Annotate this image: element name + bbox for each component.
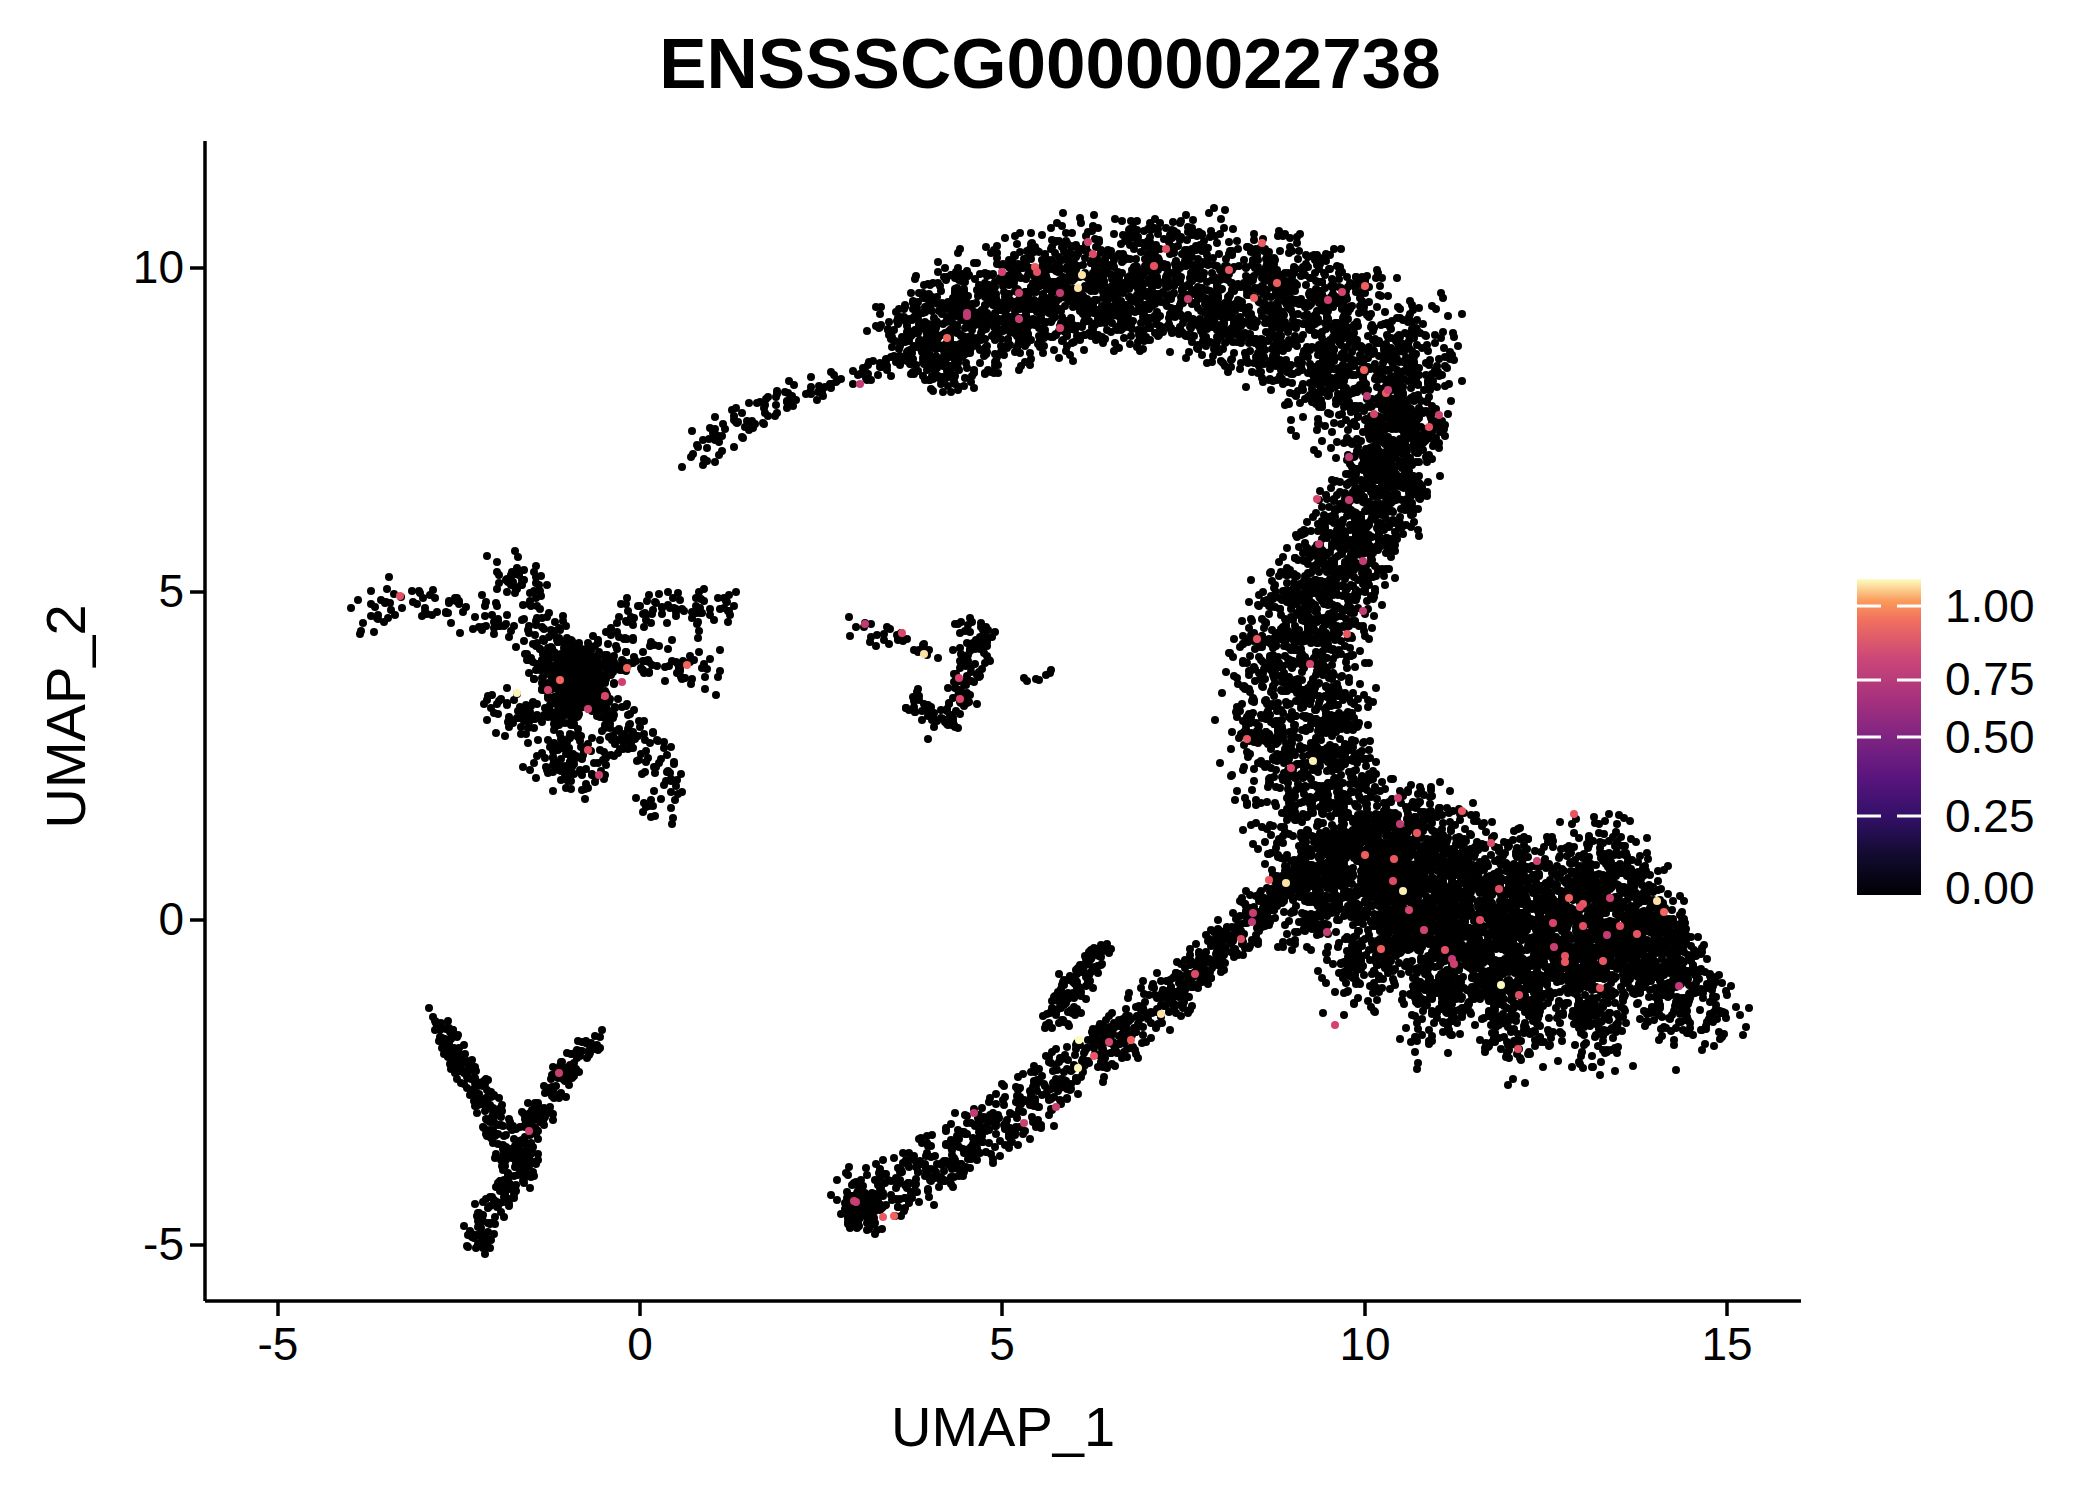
svg-text:-5: -5 — [258, 1318, 299, 1370]
svg-text:ENSSSCG00000022738: ENSSSCG00000022738 — [659, 24, 1441, 103]
svg-text:0.50: 0.50 — [1945, 711, 2035, 763]
svg-text:15: 15 — [1701, 1318, 1752, 1370]
svg-text:0: 0 — [158, 893, 184, 945]
svg-text:1.00: 1.00 — [1945, 580, 2035, 632]
svg-text:UMAP_1: UMAP_1 — [891, 1395, 1115, 1458]
svg-text:0.00: 0.00 — [1945, 862, 2035, 914]
svg-text:10: 10 — [1339, 1318, 1390, 1370]
svg-text:5: 5 — [989, 1318, 1015, 1370]
svg-text:0.75: 0.75 — [1945, 653, 2035, 705]
svg-text:5: 5 — [158, 565, 184, 617]
svg-text:-5: -5 — [143, 1218, 184, 1270]
svg-text:UMAP_2: UMAP_2 — [34, 604, 97, 828]
svg-text:0: 0 — [627, 1318, 653, 1370]
svg-text:10: 10 — [133, 241, 184, 293]
svg-text:0.25: 0.25 — [1945, 790, 2035, 842]
